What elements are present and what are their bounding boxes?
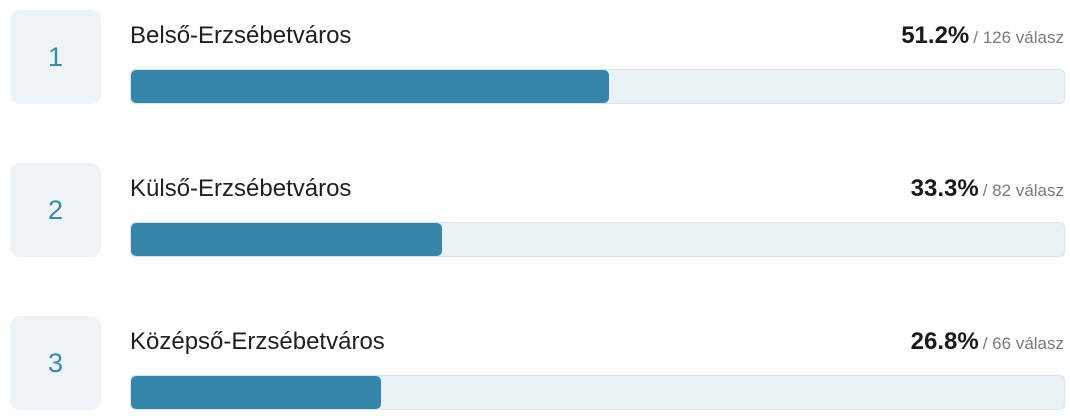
response-count: / 82 válasz [982,181,1064,200]
rank-badge: 2 [10,163,101,257]
response-count: / 126 válasz [973,28,1064,47]
result-row: 3 Középső-Erzsébetváros 26.8%/ 66 válasz [0,316,1070,416]
response-count: / 66 válasz [982,334,1064,353]
progress-fill [131,70,609,103]
rank-badge: 1 [10,10,101,104]
option-label: Középső-Erzsébetváros [130,328,385,355]
percent-value: 33.3% [910,175,979,202]
progress-track [130,375,1065,410]
result-stat: 26.8%/ 66 válasz [911,328,1064,356]
progress-fill [131,376,382,409]
result-stat: 33.3%/ 82 válasz [911,175,1064,203]
option-label: Külső-Erzsébetváros [130,175,352,202]
progress-fill [131,223,442,256]
progress-track [130,69,1065,104]
rank-badge: 3 [10,316,101,410]
result-stat: 51.2%/ 126 válasz [901,22,1064,50]
percent-value: 51.2% [901,22,970,49]
progress-track [130,222,1065,257]
percent-value: 26.8% [910,328,979,355]
option-label: Belső-Erzsébetváros [130,22,352,49]
result-row: 1 Belső-Erzsébetváros 51.2%/ 126 válasz [0,10,1070,110]
poll-results: 1 Belső-Erzsébetváros 51.2%/ 126 válasz … [0,10,1070,410]
result-row: 2 Külső-Erzsébetváros 33.3%/ 82 válasz [0,163,1070,263]
